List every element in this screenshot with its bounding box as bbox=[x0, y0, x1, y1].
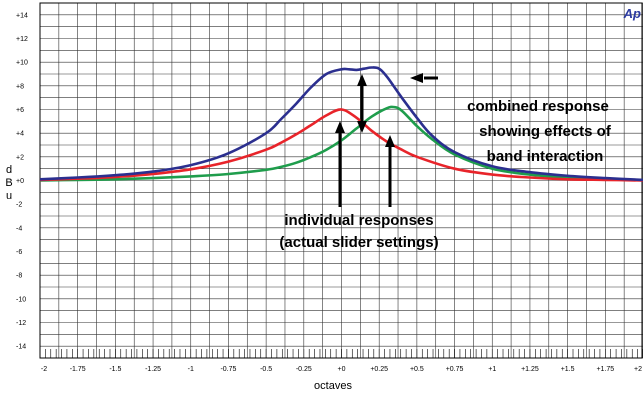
y-tick-label: +12 bbox=[16, 36, 28, 43]
y-tick-label: -14 bbox=[16, 344, 26, 351]
arrow-to-red-peak-head bbox=[335, 121, 345, 133]
y-tick-label: -10 bbox=[16, 296, 26, 303]
x-tick-label: +1 bbox=[488, 366, 496, 373]
y-tick-label: -4 bbox=[16, 225, 22, 232]
x-tick-label: +0.5 bbox=[410, 366, 424, 373]
y-tick-label: +4 bbox=[16, 131, 24, 138]
x-tick-label: +1.5 bbox=[561, 366, 575, 373]
x-tick-label: -0.25 bbox=[296, 366, 312, 373]
x-tick-label: +1.75 bbox=[596, 366, 614, 373]
y-tick-label: +2 bbox=[16, 154, 24, 161]
annotation-arrows bbox=[335, 73, 438, 207]
y-tick-label: +6 bbox=[16, 107, 24, 114]
x-tick-label: +0 bbox=[338, 366, 346, 373]
brand-logo-text: Ap bbox=[623, 6, 641, 21]
arrow-to-combined-head bbox=[410, 73, 423, 83]
x-tick-label: +2 bbox=[634, 366, 642, 373]
x-tick-label: -1 bbox=[188, 366, 194, 373]
x-tick-label: -1.5 bbox=[109, 366, 121, 373]
y-tick-label: +10 bbox=[16, 60, 28, 67]
y-tick-label: -8 bbox=[16, 273, 22, 280]
combined-response-label-1: combined response bbox=[467, 98, 609, 115]
y-tick-label: +0 bbox=[16, 178, 24, 185]
individual-responses-label-2: (actual slider settings) bbox=[279, 234, 438, 251]
series-line-band-1 bbox=[39, 108, 643, 182]
arrow-to-green-peak-head bbox=[385, 135, 395, 147]
x-tick-label: -1.25 bbox=[145, 366, 161, 373]
x-tick-label: +0.25 bbox=[370, 366, 388, 373]
y-tick-label: -6 bbox=[16, 249, 22, 256]
y-tick-label: -2 bbox=[16, 202, 22, 209]
combined-response-label-3: band interaction bbox=[487, 148, 604, 165]
x-tick-label: -2 bbox=[41, 366, 47, 373]
x-minor-ticks bbox=[39, 349, 643, 358]
series-lines bbox=[39, 66, 643, 182]
y-tick-label: -12 bbox=[16, 320, 26, 327]
double-arrow-head-bottom bbox=[357, 121, 367, 133]
x-tick-label: +0.75 bbox=[446, 366, 464, 373]
x-tick-label: -0.75 bbox=[220, 366, 236, 373]
x-tick-label: -0.5 bbox=[260, 366, 272, 373]
y-tick-labels: +14 +12 +10 +8 +6 +4 +2 +0 -2 -4 -6 -8 -10 -12 -14 bbox=[16, 12, 28, 350]
x-axis-title: octaves bbox=[314, 380, 352, 392]
x-tick-label: +1.25 bbox=[521, 366, 539, 373]
y-tick-label: +14 bbox=[16, 12, 28, 19]
combined-response-label-2: showing effects of bbox=[479, 123, 612, 140]
x-tick-label: -1.75 bbox=[70, 366, 86, 373]
series-line-combined bbox=[39, 66, 643, 182]
y-tick-label: +8 bbox=[16, 83, 24, 90]
double-arrow-head-top bbox=[357, 74, 367, 86]
individual-responses-label-1: individual responses bbox=[284, 212, 433, 229]
series-line-band-2 bbox=[39, 105, 643, 182]
x-tick-labels: -2 -1.75 -1.5 -1.25 -1 -0.75 -0.5 -0.25 +0 +0.25 +… bbox=[41, 366, 642, 373]
